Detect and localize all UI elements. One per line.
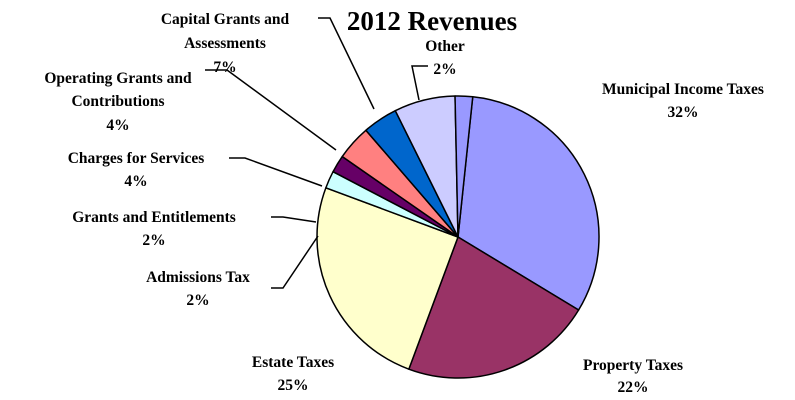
pie-slice-estate-taxes: [316, 187, 459, 370]
slice-value-label-operating-grants-and-contributions: 4%: [106, 117, 129, 134]
chart-title: 2012 Revenues: [347, 6, 517, 36]
slice-labels: Municipal Income Taxes 32% Property Taxes 2…: [44, 11, 764, 396]
slice-label-other: Other: [425, 38, 465, 55]
pie-slice-municipal-income-taxes: [457, 96, 600, 311]
slice-value-label-other: 2%: [433, 61, 456, 78]
leader-line-grants-and-entitlements: [271, 216, 317, 223]
leader-line-charges-for-services: [229, 157, 323, 187]
slice-value-label-capital-grants-and-assessments: 7%: [213, 59, 236, 76]
slice-label-estate-taxes: Estate Taxes: [252, 354, 334, 371]
slice-label-capital-grants-and-assessments: Assessments: [184, 35, 266, 52]
slice-value-label-property-taxes: 22%: [618, 379, 649, 396]
pie-slices: [316, 95, 600, 379]
slice-value-label-admissions-tax: 2%: [186, 292, 209, 309]
slice-label-property-taxes: Property Taxes: [583, 357, 683, 374]
pie-slice-other: [454, 95, 474, 238]
slice-label-capital-grants-and-assessments: Capital Grants and: [161, 11, 290, 28]
pie-slice-property-taxes: [408, 236, 580, 379]
leader-line-capital-grants-and-assessments: [318, 17, 375, 110]
leader-line-other: [411, 65, 428, 101]
leader-line-operating-grants-and-contributions: [205, 69, 337, 151]
slice-label-grants-and-entitlements: Grants and Entitlements: [72, 209, 236, 226]
slice-value-label-estate-taxes: 25%: [278, 377, 309, 394]
slice-label-admissions-tax: Admissions Tax: [146, 269, 250, 286]
leader-lines: [205, 17, 428, 289]
slice-value-label-grants-and-entitlements: 2%: [142, 232, 165, 249]
slice-value-label-municipal-income-taxes: 32%: [668, 104, 699, 121]
slice-value-label-charges-for-services: 4%: [124, 173, 147, 190]
slice-label-operating-grants-and-contributions: Operating Grants and: [44, 70, 192, 87]
slice-label-charges-for-services: Charges for Services: [68, 150, 205, 167]
slice-label-municipal-income-taxes: Municipal Income Taxes: [602, 81, 764, 98]
leader-line-admissions-tax: [271, 235, 319, 289]
slice-label-operating-grants-and-contributions: Contributions: [71, 93, 164, 110]
